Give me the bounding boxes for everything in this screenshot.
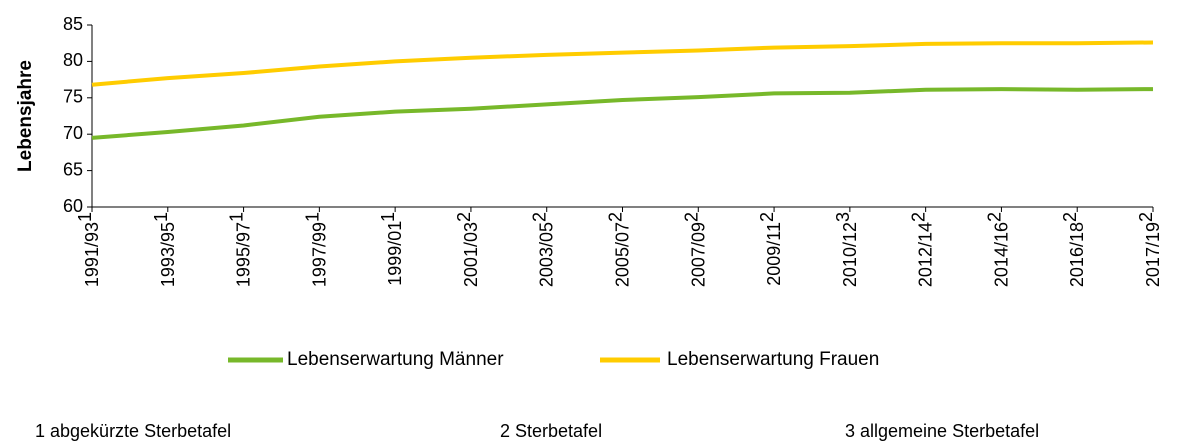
y-tick-label: 80 [63,50,83,70]
x-tick-text: 1991/93 [82,222,102,287]
x-tick-note: 2 [454,212,474,222]
footnote: 1 abgekürzte Sterbetafel [35,421,231,441]
series-line [91,40,1154,87]
x-tick-label: 1995/971 [227,212,254,287]
x-tick-note: 2 [530,212,550,222]
x-tick-label: 2003/052 [530,212,557,287]
footnote: 3 allgemeine Sterbetafel [845,421,1039,441]
x-tick-note: 1 [227,212,247,222]
y-tick-label: 60 [63,196,83,216]
x-tick-label: 2009/112 [757,212,784,286]
x-tick-label: 2012/142 [909,212,936,287]
x-tick-label: 2014/162 [984,212,1011,287]
y-tick-label: 65 [63,159,83,179]
y-tick-label: 70 [63,123,83,143]
x-tick-text: 2009/11 [764,222,784,286]
x-tick-label: 2017/192 [1136,212,1163,287]
x-tick-note: 2 [1136,212,1156,222]
x-tick-text: 1995/97 [234,222,254,287]
x-tick-label: 1991/931 [75,212,102,287]
x-tick-text: 2010/12 [840,222,860,287]
x-tick-note: 1 [378,212,398,222]
x-tick-text: 2003/05 [537,222,557,287]
footnote: 2 Sterbetafel [500,421,602,441]
x-tick-note: 2 [984,212,1004,222]
x-tick-text: 1997/99 [309,222,329,287]
x-tick-note: 2 [1060,212,1080,222]
y-tick-label: 75 [63,87,83,107]
x-tick-label: 2005/072 [606,212,633,287]
x-tick-note: 3 [833,212,853,222]
x-tick-text: 2007/09 [688,222,708,287]
x-tick-note: 2 [606,212,626,222]
x-tick-label: 2010/123 [833,212,860,287]
x-tick-text: 2005/07 [613,222,633,287]
x-tick-note: 1 [75,212,95,222]
x-tick-text: 1999/01 [385,221,405,286]
x-tick-label: 2016/182 [1060,212,1087,287]
legend-label: Lebenserwartung Männer [287,349,504,370]
x-tick-label: 2007/092 [681,212,708,287]
x-tick-note: 1 [302,212,322,222]
legend-label: Lebenserwartung Frauen [667,349,879,370]
x-tick-note: 2 [681,212,701,222]
y-axis-label: Lebensjahre [15,60,36,172]
x-tick-label: 2001/032 [454,212,481,287]
x-tick-note: 1 [151,212,171,222]
x-tick-text: 1993/95 [158,222,178,287]
series-line [91,87,1154,140]
x-tick-text: 2017/19 [1143,222,1163,287]
x-tick-note: 2 [909,212,929,222]
x-tick-label: 1997/991 [302,212,329,287]
y-tick-label: 85 [63,14,83,34]
x-tick-label: 1993/951 [151,212,178,287]
x-tick-label: 1999/011 [378,212,405,286]
x-tick-note: 2 [757,212,777,222]
x-tick-text: 2001/03 [461,222,481,287]
x-tick-text: 2014/16 [991,222,1011,287]
x-tick-text: 2012/14 [916,222,936,287]
x-tick-text: 2016/18 [1067,222,1087,287]
